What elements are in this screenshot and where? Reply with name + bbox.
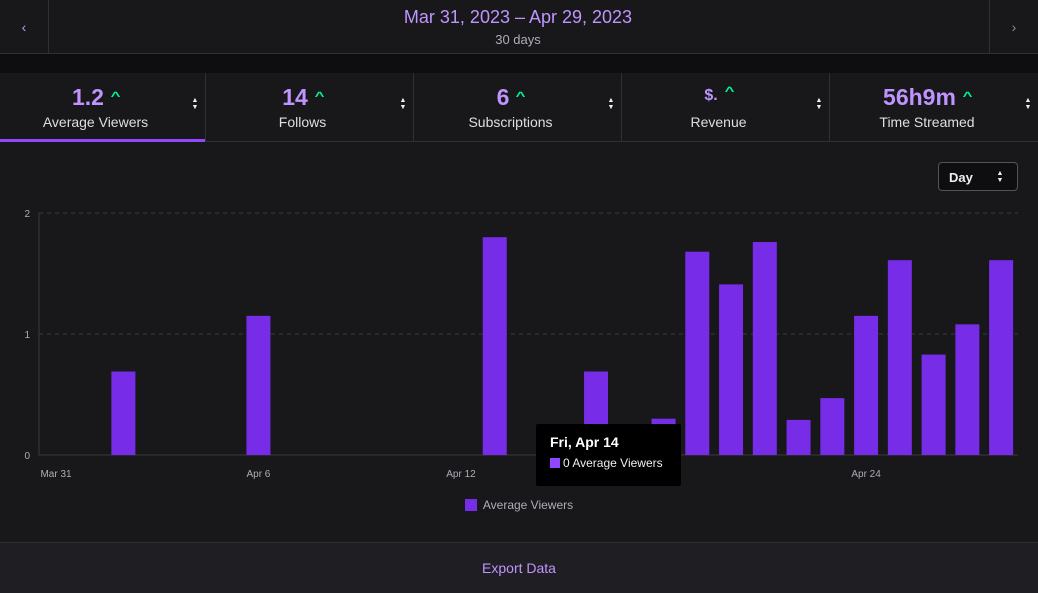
bar-apr-22[interactable]	[786, 419, 811, 455]
date-range-label[interactable]: Mar 31, 2023 – Apr 29, 2023	[403, 7, 633, 27]
x-tick-label: Apr 24	[851, 469, 881, 480]
sort-icon[interactable]: ▲ ▼	[815, 97, 823, 111]
stat-label: Time Streamed	[879, 114, 975, 130]
bar-apr-25[interactable]	[887, 260, 912, 455]
legend-swatch	[464, 499, 477, 511]
x-tick-label: Apr 6	[246, 469, 270, 480]
y-tick-label: 2	[24, 209, 30, 220]
bar-apr-20[interactable]	[719, 284, 744, 455]
chart-panel: Day ▲ ▼ 0 1 2 Mar 31 Apr 6 Apr 12 Apr 24 Averag…	[0, 142, 1038, 542]
stat-follows[interactable]: 14 ^ Follows ▲ ▼	[206, 73, 414, 141]
bar-apr-23[interactable]	[820, 398, 845, 455]
stat-value: 14	[282, 84, 308, 110]
chevron-right-icon: ›	[1011, 19, 1017, 35]
spacer	[0, 55, 1038, 73]
bar-apr-24[interactable]	[854, 315, 879, 455]
bar-chart[interactable]: 0 1 2 Mar 31 Apr 6 Apr 12 Apr 24	[0, 142, 1038, 492]
export-data-button[interactable]: Export Data	[482, 560, 556, 576]
bar-apr-21[interactable]	[752, 242, 777, 455]
bar-apr-19[interactable]	[685, 251, 710, 455]
stat-value: 1.2	[72, 84, 104, 110]
sort-icon[interactable]: ▲ ▼	[399, 97, 407, 111]
select-chevron-icon: ▲ ▼	[996, 170, 1004, 184]
trend-up-icon: ^	[110, 89, 121, 103]
stat-value: $.	[704, 87, 718, 104]
stat-average-viewers[interactable]: 1.2 ^ Average Viewers ▲ ▼	[0, 73, 206, 142]
stat-subscriptions[interactable]: 6 ^ Subscriptions ▲ ▼	[414, 73, 622, 141]
stat-time-streamed[interactable]: 56h9m ^ Time Streamed ▲ ▼	[830, 73, 1038, 141]
trend-up-icon: ^	[724, 84, 735, 98]
period-select-value: Day	[949, 170, 973, 185]
tooltip-swatch	[550, 458, 560, 468]
stat-value: 6	[496, 84, 510, 110]
stat-label: Follows	[278, 114, 327, 130]
x-tick-label: Mar 31	[40, 469, 72, 480]
bar-apr-2[interactable]	[111, 371, 136, 455]
chevron-left-icon: ‹	[21, 19, 27, 35]
trend-up-icon: ^	[515, 89, 526, 103]
bar-apr-13[interactable]	[482, 237, 507, 455]
next-period-button[interactable]: ›	[989, 0, 1038, 54]
stats-row: 1.2 ^ Average Viewers ▲ ▼ 14 ^ Follows ▲ ▼ 6…	[0, 73, 1038, 142]
previous-period-button[interactable]: ‹	[0, 0, 49, 54]
sort-icon[interactable]: ▲ ▼	[1024, 97, 1032, 111]
trend-up-icon: ^	[962, 89, 973, 103]
bar-apr-27[interactable]	[955, 324, 980, 455]
sort-icon[interactable]: ▲ ▼	[607, 97, 615, 111]
y-tick-label: 1	[24, 330, 30, 341]
legend-label: Average Viewers	[482, 498, 574, 512]
chart-legend[interactable]: Average Viewers	[0, 498, 1038, 512]
chart-tooltip: Fri, Apr 14 0 Average Viewers	[536, 424, 681, 486]
date-range-days: 30 days	[495, 32, 541, 47]
stat-revenue[interactable]: $. ^ Revenue ▲ ▼	[622, 73, 830, 141]
sort-icon[interactable]: ▲ ▼	[191, 97, 199, 111]
stat-label: Revenue	[690, 114, 747, 130]
tooltip-text: 0 Average Viewers	[563, 456, 663, 470]
bar-apr-26[interactable]	[921, 354, 946, 455]
stat-label: Average Viewers	[42, 114, 149, 130]
stat-label: Subscriptions	[468, 114, 553, 130]
stat-value: 56h9m	[883, 84, 956, 110]
tooltip-title: Fri, Apr 14	[550, 434, 619, 450]
footer: Export Data	[0, 542, 1038, 593]
bar-apr-6[interactable]	[246, 315, 271, 455]
y-tick-label: 0	[24, 451, 30, 462]
bar-apr-28[interactable]	[989, 260, 1014, 455]
trend-up-icon: ^	[314, 89, 325, 103]
period-select[interactable]: Day ▲ ▼	[938, 162, 1018, 191]
x-tick-label: Apr 12	[446, 469, 476, 480]
date-range-header: ‹ Mar 31, 2023 – Apr 29, 2023 30 days ›	[0, 0, 1038, 54]
